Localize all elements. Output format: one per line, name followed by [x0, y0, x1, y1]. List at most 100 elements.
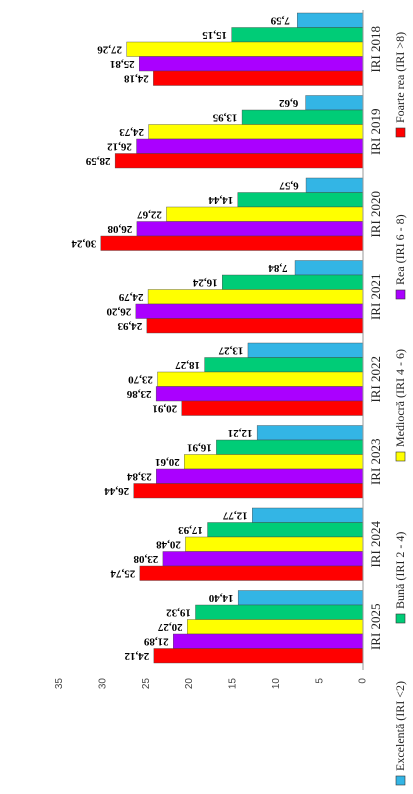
legend-label: Bună (IRI 2 - 4) [393, 532, 407, 609]
data-label: 26,08 [107, 223, 132, 235]
data-label: 13,27 [218, 345, 243, 357]
data-label: 12,21 [228, 427, 253, 439]
data-label: 26,44 [104, 485, 129, 497]
data-label: 6,62 [278, 97, 298, 109]
tick-label: 30 [98, 678, 109, 690]
bar [114, 153, 364, 169]
data-label: 18,27 [175, 359, 200, 371]
bar [184, 454, 364, 470]
data-label: 21,89 [143, 636, 168, 648]
tick-label: 20 [184, 678, 195, 690]
data-label: 20,27 [157, 621, 182, 633]
data-label: 15,15 [202, 29, 227, 41]
data-label: 14,44 [208, 194, 233, 206]
category-label: IRI 2020 [368, 191, 383, 238]
bar [231, 27, 364, 43]
bar [147, 289, 364, 305]
data-label: 17,93 [178, 524, 203, 536]
data-label: 7,84 [268, 262, 288, 274]
bar [139, 565, 364, 581]
bar [133, 483, 364, 499]
category-label: IRI 2024 [368, 520, 383, 567]
data-label: 27,26 [97, 44, 122, 56]
tick-label: 0 [358, 678, 369, 684]
legend-swatch [395, 289, 406, 300]
tick-label: 10 [271, 678, 282, 690]
data-label: 14,40 [208, 592, 233, 604]
bar [207, 522, 364, 538]
data-label: 25,81 [110, 58, 135, 70]
data-label: 23,86 [126, 388, 151, 400]
data-label: 23,08 [133, 553, 158, 565]
bar [216, 439, 364, 455]
data-label: 23,70 [128, 374, 153, 386]
legend-item: Mediocră (IRI 4 - 6) [393, 349, 407, 462]
bar [241, 109, 364, 125]
bar [221, 274, 364, 290]
bar [153, 70, 364, 86]
bar [294, 260, 364, 276]
plot-area: 7,59 15,15 27,26 25,81 24,18 6,62 13,95 24,73 26… [71, 12, 364, 664]
bar [237, 590, 364, 606]
category-label: IRI 2023 [368, 438, 383, 485]
legend-swatch [395, 127, 406, 138]
bar [156, 468, 364, 484]
category-label: IRI 2021 [368, 273, 383, 320]
bar [173, 633, 364, 649]
legend: Excelentă (IRI <2) Bună (IRI 2 - 4) Medioc… [393, 32, 407, 786]
bar [204, 357, 364, 373]
category-label: IRI 2022 [368, 356, 383, 403]
data-label: 7,59 [270, 15, 290, 27]
bar [136, 138, 364, 154]
bar [146, 318, 364, 334]
bar [126, 41, 364, 57]
bar [100, 235, 364, 251]
bar [195, 604, 364, 620]
data-label: 24,93 [117, 320, 142, 332]
bar [157, 371, 364, 387]
data-label: 24,79 [118, 291, 143, 303]
data-label: 16,24 [192, 277, 217, 289]
data-label: 30,24 [71, 238, 96, 250]
legend-label: Rea (IRI 6 - 8) [393, 214, 407, 285]
category-label: IRI 2019 [368, 108, 383, 155]
legend-label: Foarte rea (IRI >8) [393, 32, 407, 123]
bar [135, 303, 364, 319]
bar [181, 400, 364, 416]
legend-item: Foarte rea (IRI >8) [393, 32, 407, 138]
data-label: 20,91 [152, 403, 177, 415]
data-label: 19,32 [166, 607, 191, 619]
bar [162, 551, 364, 567]
bar [139, 56, 364, 72]
data-label: 20,61 [155, 456, 180, 468]
legend-swatch [395, 775, 406, 786]
data-label: 12,77 [222, 510, 247, 522]
bar [187, 619, 364, 635]
category-label: IRI 2018 [368, 26, 383, 73]
bar [247, 342, 364, 358]
bar [296, 12, 364, 28]
data-label: 25,74 [110, 568, 135, 580]
data-label: 24,73 [119, 126, 144, 138]
data-label: 13,95 [212, 112, 237, 124]
bar [256, 425, 364, 441]
data-label: 16,91 [187, 442, 212, 454]
legend-item: Rea (IRI 6 - 8) [393, 214, 407, 300]
value-axis: 35 30 25 20 15 10 5 0 [54, 10, 369, 690]
data-label: 28,59 [85, 155, 110, 167]
legend-item: Excelentă (IRI <2) [393, 681, 407, 786]
data-label: 22,67 [137, 209, 162, 221]
data-label: 24,18 [123, 73, 148, 85]
data-label: 23,84 [126, 471, 151, 483]
data-label: 24,12 [124, 650, 149, 662]
bar [155, 386, 364, 402]
legend-label: Mediocră (IRI 4 - 6) [393, 349, 407, 447]
bar [252, 507, 364, 523]
bar [305, 95, 364, 111]
data-label: 26,12 [107, 141, 132, 153]
bar [237, 192, 364, 208]
tick-label: 25 [141, 678, 152, 690]
data-label: 6,57 [279, 180, 299, 192]
bar [148, 124, 364, 140]
